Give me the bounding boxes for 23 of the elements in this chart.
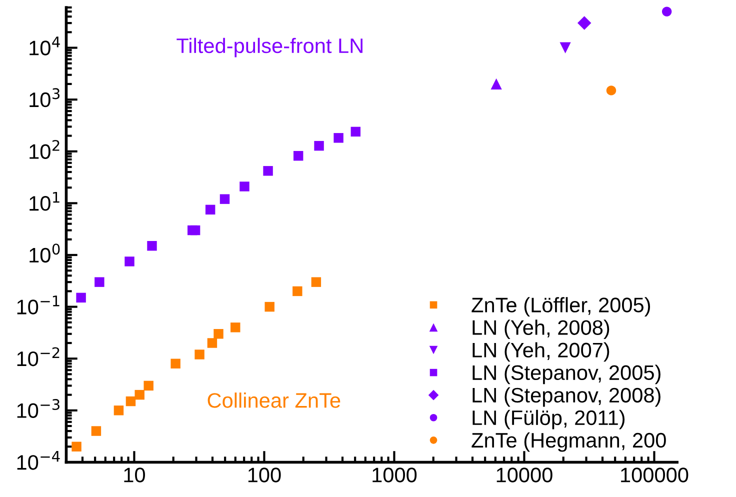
y-tick-label: 10$^{−2}$ (17, 347, 60, 366)
legend-label: LN (Yeh, 2008) (472, 320, 610, 340)
y-tick-label: 10$^{4}$ (30, 36, 60, 56)
y-tick-label: 10$^{0}$ (30, 244, 60, 263)
y-tick-label: 10$^{−4}$ (17, 451, 60, 470)
y-tick-label: 10$^{−1}$ (17, 296, 60, 314)
y-tick-label: 10$^{2}$ (30, 140, 60, 159)
y-tick-label: 10$^{1}$ (30, 192, 60, 211)
legend-label: LN (Yeh, 2007) (472, 342, 610, 362)
legend-label: LN (Stepanov, 2008) (472, 387, 660, 407)
legend-label: ZnTe (Löffler, 2005) (472, 297, 650, 317)
x-tick-label: 1000 (372, 468, 417, 482)
x-tick-label: 100 (248, 468, 281, 482)
y-tick-label: 10$^{−3}$ (17, 398, 60, 418)
legend-label: LN (Fülöp, 2011) (472, 410, 625, 430)
annotation: Tilted-pulse-front LN (176, 38, 362, 58)
x-tick-label: 10 (124, 468, 145, 482)
annotation: Collinear ZnTe (208, 392, 340, 408)
legend-label: LN (Stepanov, 2005) (472, 364, 660, 384)
y-tick-label: 10$^{3}$ (30, 88, 60, 108)
x-tick-label: 10000 (496, 468, 552, 482)
legend-label: ZnTe (Hegmann, 200 (472, 432, 666, 452)
x-tick-label: 100000 (621, 468, 688, 482)
